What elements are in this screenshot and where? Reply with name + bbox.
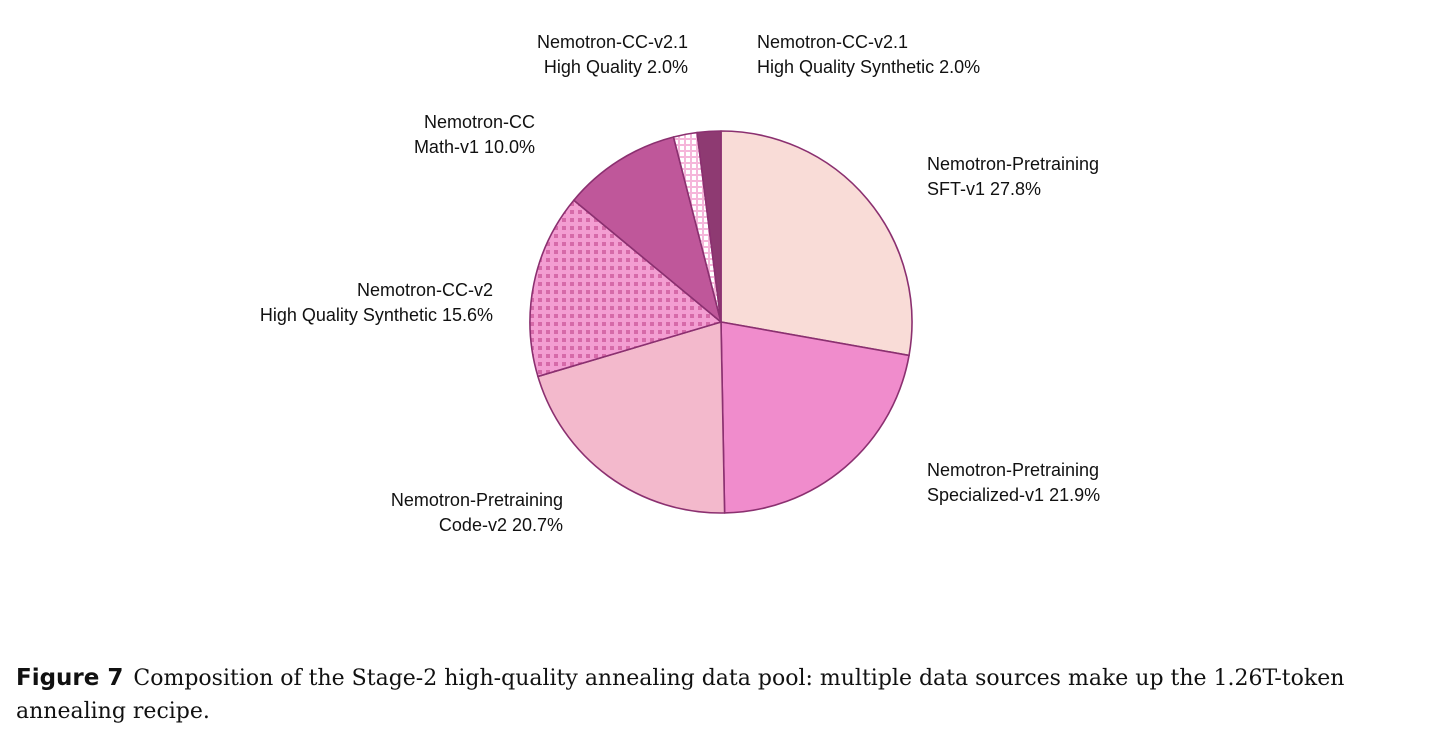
caption-label: Figure 7 [16,665,124,691]
slice-label: Nemotron-CC-v2 High Quality Synthetic 15.… [260,280,493,325]
pie-slice [720,130,913,357]
slice-label-line2: High Quality Synthetic 15.6% [260,305,493,325]
slice-label-line2: SFT-v1 27.8% [927,179,1041,199]
slice-label: Nemotron-Pretraining Specialized-v1 21.9% [927,460,1100,505]
slice-label: Nemotron-CC-v2.1 High Quality 2.0% [537,32,688,77]
slice-label: Nemotron-CC Math-v1 10.0% [414,112,535,157]
slice-label-line1: Nemotron-CC [424,112,535,132]
slice-label-line2: Math-v1 10.0% [414,137,535,157]
pie-slice [529,199,722,378]
pie-slices [529,130,913,514]
slice-label: Nemotron-Pretraining Code-v2 20.7% [391,490,563,535]
figure-caption: Figure 7 Composition of the Stage-2 high-… [16,662,1431,728]
slice-label-line1: Nemotron-Pretraining [927,154,1099,174]
pie-slice [720,321,910,514]
slice-label-line2: High Quality Synthetic 2.0% [757,57,980,77]
pie-slice [573,136,722,323]
pie-slice [537,321,726,514]
slice-label: Nemotron-Pretraining SFT-v1 27.8% [927,154,1099,199]
slice-label-line1: Nemotron-Pretraining [391,490,563,510]
slice-label-line1: Nemotron-Pretraining [927,460,1099,480]
slice-label-line1: Nemotron-CC-v2.1 [537,32,688,52]
slice-label-line2: High Quality 2.0% [544,57,688,77]
slice-label: Nemotron-CC-v2.1 High Quality Synthetic 2… [757,32,980,77]
caption-text: Composition of the Stage-2 high-quality … [16,666,1345,724]
slice-label-line2: Specialized-v1 21.9% [927,485,1100,505]
slice-label-line1: Nemotron-CC-v2 [357,280,493,300]
pie-slice [696,130,722,323]
slice-label-line1: Nemotron-CC-v2.1 [757,32,908,52]
pie-labels: Nemotron-Pretraining SFT-v1 27.8%Nemotron… [260,32,1100,535]
slice-label-line2: Code-v2 20.7% [439,515,563,535]
pie-chart: Nemotron-Pretraining SFT-v1 27.8%Nemotron… [260,32,1100,535]
